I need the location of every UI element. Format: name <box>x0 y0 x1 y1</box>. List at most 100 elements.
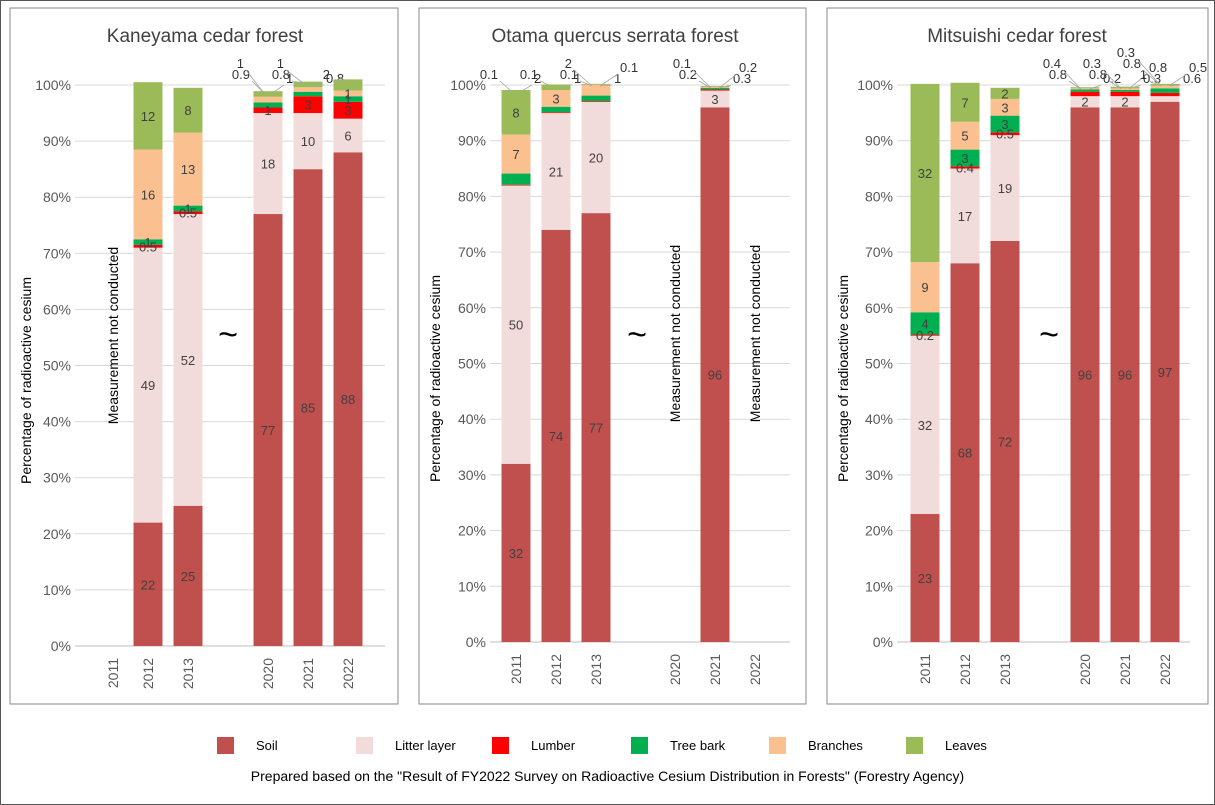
bar-segment <box>950 166 980 169</box>
y-tick-label: 10% <box>458 578 486 594</box>
panel-border <box>9 7 399 705</box>
legend-label: Lumber <box>531 737 576 753</box>
leader-line <box>285 69 305 84</box>
leader-line <box>1102 69 1122 89</box>
x-tick-label: 2022 <box>747 654 763 685</box>
legend-item: Soil <box>217 733 278 757</box>
data-label: 25 <box>181 569 195 584</box>
y-axis-title: Percentage of radioactive cesium <box>835 275 851 482</box>
bar-segment <box>253 102 283 108</box>
y-tick-label: 50% <box>43 358 71 374</box>
data-label: 96 <box>1118 368 1132 383</box>
data-label: 96 <box>1078 368 1092 383</box>
bar-segment <box>173 132 203 206</box>
data-label: 9 <box>921 280 928 295</box>
bar-segment <box>333 101 363 119</box>
legend-item: Tree bark <box>631 733 725 757</box>
y-tick-label: 80% <box>865 188 893 204</box>
bar-segment <box>133 239 163 245</box>
y-tick-label: 90% <box>458 133 486 149</box>
x-tick-label: 2021 <box>707 654 723 685</box>
bar-segment <box>950 121 980 150</box>
data-label: 1 <box>344 86 351 101</box>
data-label: 77 <box>261 423 275 438</box>
not-conducted-label: Measurement not conducted <box>105 247 121 424</box>
bar-segment <box>1150 85 1180 89</box>
charts-svg: Kaneyama cedar forest0%10%20%30%40%50%60… <box>9 7 1209 705</box>
bar-segment <box>1070 87 1100 89</box>
leader-line <box>698 80 712 89</box>
data-label: 1 <box>574 71 581 86</box>
data-label: 85 <box>301 401 315 416</box>
data-label: 2 <box>1081 95 1088 110</box>
bar-segment <box>501 134 531 174</box>
leader-line <box>1108 80 1122 90</box>
bar-segment <box>700 86 730 88</box>
data-label: 0.8 <box>1149 60 1167 75</box>
x-tick-label: 2012 <box>140 658 156 689</box>
x-tick-label: 2020 <box>1077 654 1093 685</box>
data-label: 0.6 <box>1183 71 1201 86</box>
bar-segment <box>990 132 1020 136</box>
axis-break-symbol: ~ <box>627 316 647 354</box>
bar-segment <box>541 106 571 113</box>
bar-segment <box>133 82 163 150</box>
bar-segment <box>333 118 363 153</box>
bar-segment <box>950 82 980 122</box>
legend: Soil Litter layer Lumber Tree bark Branches L… <box>0 733 1215 757</box>
bar-segment <box>950 263 980 642</box>
data-label: 3 <box>344 103 351 118</box>
leader-line <box>1168 73 1188 87</box>
axis-break-symbol: ~ <box>218 316 238 354</box>
data-label: 3 <box>1001 117 1008 132</box>
data-label: 96 <box>708 368 722 383</box>
bar-segment <box>700 87 730 90</box>
x-tick-label: 2021 <box>300 658 316 689</box>
bar-segment <box>700 89 730 91</box>
data-label: 3 <box>961 151 968 166</box>
data-label: 68 <box>958 446 972 461</box>
bar-segment <box>581 213 611 643</box>
leader-line <box>1148 80 1162 87</box>
leader-line <box>519 84 533 93</box>
bar-segment <box>1110 88 1140 91</box>
legend-swatch <box>492 736 509 754</box>
data-label: 0.2 <box>916 328 934 343</box>
data-label: 8 <box>184 103 191 118</box>
leader-line <box>539 80 553 87</box>
bar-segment <box>910 262 940 313</box>
bar-segment <box>1070 89 1100 92</box>
y-tick-label: 20% <box>865 523 893 539</box>
bar-segment <box>293 87 323 92</box>
legend-label: Leaves <box>945 737 987 753</box>
legend-item: Litter layer <box>356 733 456 757</box>
data-label: 23 <box>918 571 932 586</box>
data-label: 0.3 <box>1083 56 1101 71</box>
y-tick-label: 100% <box>857 77 893 93</box>
bar-segment <box>541 229 571 642</box>
y-tick-label: 20% <box>458 523 486 539</box>
data-label: 0.5 <box>179 206 197 221</box>
data-label: 19 <box>998 181 1012 196</box>
bar-segment <box>541 90 571 107</box>
bar-segment <box>700 87 730 89</box>
bar-segment <box>990 135 1020 241</box>
data-label: 2 <box>534 71 541 86</box>
data-label: 0.2 <box>679 67 697 82</box>
data-label: 0.2 <box>739 60 757 75</box>
data-label: 97 <box>1158 365 1172 380</box>
x-tick-label: 2013 <box>180 658 196 689</box>
data-label: 0.4 <box>1043 56 1061 71</box>
data-label: 88 <box>341 392 355 407</box>
bar-segment <box>1110 96 1140 108</box>
bar-segment <box>133 149 163 240</box>
y-tick-label: 70% <box>43 245 71 261</box>
bar-segment <box>700 107 730 642</box>
data-label: 13 <box>181 162 195 177</box>
y-tick-label: 0% <box>466 634 486 650</box>
data-label: 17 <box>958 209 972 224</box>
y-tick-label: 80% <box>43 189 71 205</box>
data-label: 0.8 <box>1049 67 1067 82</box>
y-tick-label: 80% <box>458 188 486 204</box>
leader-line <box>499 80 513 93</box>
